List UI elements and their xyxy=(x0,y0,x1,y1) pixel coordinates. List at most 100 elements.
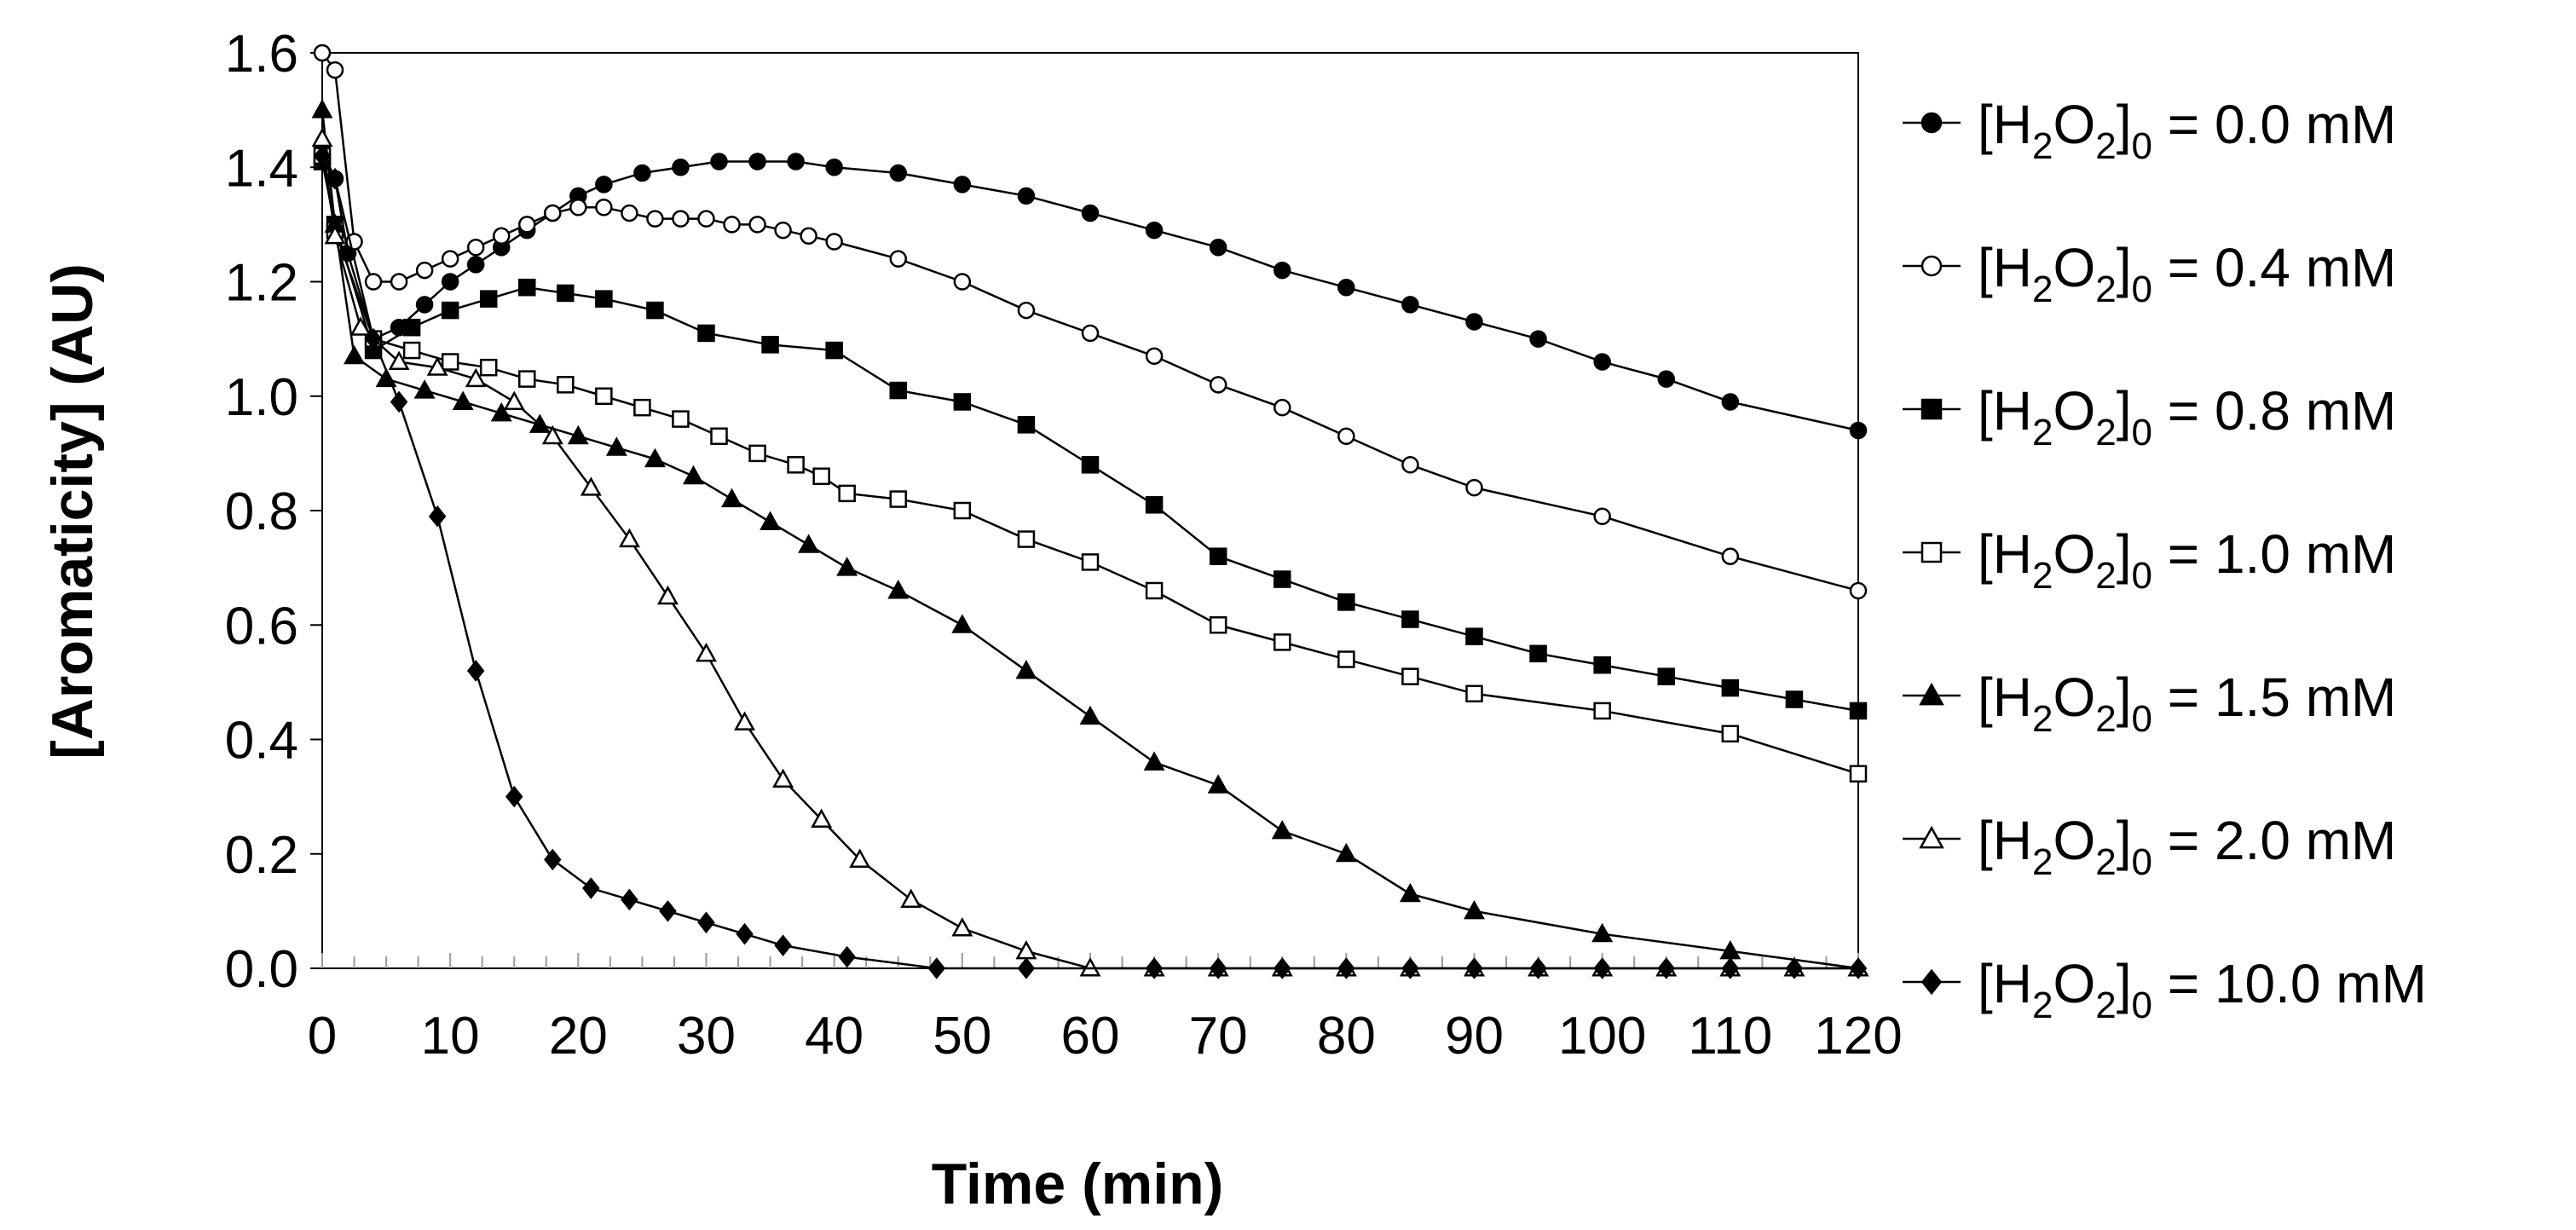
data-point xyxy=(557,376,575,394)
data-point xyxy=(1657,667,1675,685)
data-point xyxy=(748,153,766,170)
data-point xyxy=(1593,702,1611,720)
data-point xyxy=(569,198,587,217)
data-point xyxy=(518,370,536,388)
data-point xyxy=(402,318,421,337)
data-point xyxy=(1529,644,1547,663)
data-point xyxy=(1464,899,1485,920)
data-point xyxy=(836,557,858,576)
data-point xyxy=(1920,398,1943,420)
data-point xyxy=(466,660,485,682)
y-tick-label: 1.4 xyxy=(225,139,298,198)
legend-close: ] xyxy=(2117,94,2132,155)
data-point xyxy=(621,204,638,222)
legend-suffix: = 1.0 mM xyxy=(2152,523,2396,585)
data-point xyxy=(390,273,408,291)
legend-prefix: [H xyxy=(1978,953,2032,1014)
data-point xyxy=(1337,278,1355,297)
x-tick-label: 90 xyxy=(1445,1007,1504,1065)
data-point xyxy=(927,957,946,979)
data-point xyxy=(953,176,972,193)
data-point xyxy=(441,273,459,291)
data-point xyxy=(672,410,690,428)
data-point xyxy=(1081,456,1100,474)
legend-close: ] xyxy=(2117,667,2132,728)
y-tick-label: 0.4 xyxy=(225,712,298,771)
data-point xyxy=(1145,957,1164,979)
data-point xyxy=(696,642,717,662)
data-point xyxy=(415,296,434,314)
data-point xyxy=(798,534,820,553)
data-point xyxy=(1785,957,1804,979)
data-point xyxy=(889,381,907,400)
data-point xyxy=(1274,570,1291,588)
data-point xyxy=(697,324,715,343)
legend-sub3: 0 xyxy=(2132,269,2152,310)
data-point xyxy=(465,367,487,388)
data-point xyxy=(544,204,562,222)
data-point xyxy=(1081,553,1100,571)
data-point xyxy=(1017,530,1036,548)
data-point xyxy=(1919,682,1944,706)
legend-suffix: = 0.8 mM xyxy=(2152,380,2396,442)
data-point xyxy=(953,501,972,520)
legend-sub2: 2 xyxy=(2095,412,2116,453)
y-tick-label: 0.6 xyxy=(225,597,298,655)
data-point xyxy=(787,153,805,170)
legend-mid: O xyxy=(2053,94,2095,155)
data-point xyxy=(311,99,333,118)
data-point xyxy=(849,848,871,868)
data-point xyxy=(1079,705,1101,725)
data-point xyxy=(621,888,638,911)
data-point xyxy=(1849,702,1868,720)
series-layer xyxy=(311,43,1869,979)
data-point xyxy=(1529,330,1547,348)
data-point xyxy=(633,164,651,182)
data-point xyxy=(1145,347,1164,366)
data-point xyxy=(656,585,679,605)
legend-sub2: 2 xyxy=(2095,985,2116,1026)
data-point xyxy=(503,390,525,410)
data-point xyxy=(1209,957,1227,979)
data-point xyxy=(1721,679,1740,697)
data-point xyxy=(710,427,728,445)
data-point xyxy=(646,210,664,228)
data-point xyxy=(887,580,910,599)
data-point xyxy=(889,490,907,508)
data-point xyxy=(618,528,640,548)
axes: 0.0 0.2 0.4 0.6 0.8 1.0 1.2 1.4 1.6 0 10 20 30 40 50 60… xyxy=(225,25,1903,1065)
data-point xyxy=(1591,922,1614,943)
data-point xyxy=(413,379,436,399)
data-point xyxy=(344,344,366,365)
data-point xyxy=(734,711,756,730)
legend-suffix: = 1.5 mM xyxy=(2152,667,2396,728)
data-point xyxy=(787,456,805,474)
data-point xyxy=(1335,842,1357,863)
legend-item-2.0: [H2O2]0 = 2.0 mM xyxy=(1903,810,2396,883)
data-point xyxy=(428,505,447,528)
legend-prefix: [H xyxy=(1978,237,2032,298)
data-point xyxy=(1017,301,1036,320)
x-tick-label: 50 xyxy=(933,1007,991,1065)
x-tick-label: 120 xyxy=(1814,1007,1902,1065)
data-point xyxy=(889,164,907,182)
data-point xyxy=(1920,541,1943,563)
legend-item-0.4: [H2O2]0 = 0.4 mM xyxy=(1903,237,2396,310)
data-point xyxy=(697,911,715,934)
legend-close: ] xyxy=(2117,523,2132,585)
data-point xyxy=(595,198,613,217)
data-point xyxy=(388,350,410,371)
legend-prefix: [H xyxy=(1978,380,2032,442)
legend-sub1: 2 xyxy=(2032,125,2053,167)
data-point xyxy=(1721,547,1740,565)
y-tick-label: 1.2 xyxy=(225,254,298,313)
data-point xyxy=(748,444,766,463)
legend-suffix: = 2.0 mM xyxy=(2152,810,2396,871)
legend-mid: O xyxy=(2053,380,2095,442)
legend-sub2: 2 xyxy=(2095,698,2116,740)
data-point xyxy=(1207,774,1229,794)
data-point xyxy=(1529,957,1547,979)
legend-sub2: 2 xyxy=(2095,555,2116,597)
data-point xyxy=(1017,187,1036,205)
y-axis-title: [Aromaticity] (AU) xyxy=(40,263,105,759)
